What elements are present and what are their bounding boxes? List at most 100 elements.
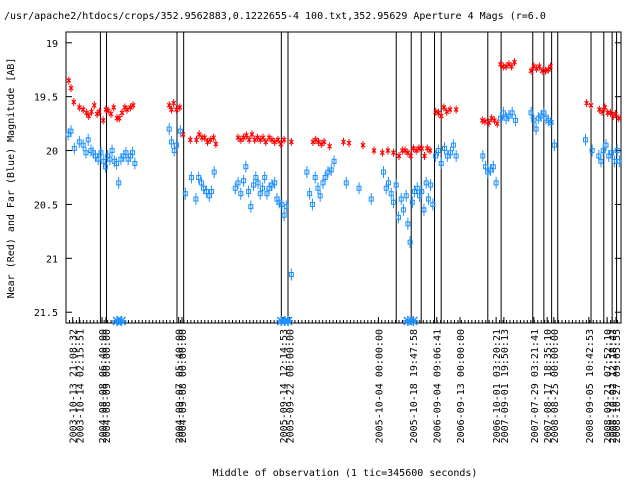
x-tick-label: 2004-08-08 06:40:00: [98, 329, 109, 443]
blue-point: [403, 193, 409, 199]
x-tick-label: 2007-07-29 03:21:41: [530, 329, 541, 443]
offscale-markers: [112, 316, 419, 326]
blue-point: [444, 153, 450, 159]
blue-point: [433, 153, 439, 159]
x-tick-label: 2005-09-22 00:00:00: [286, 329, 297, 443]
red-point: [321, 139, 327, 145]
red-point: [396, 153, 402, 159]
y-tick-label: 21.5: [34, 308, 58, 319]
blue-point: [438, 160, 444, 166]
blue-point: [398, 196, 404, 202]
blue-point: [283, 204, 289, 210]
blue-point: [168, 139, 174, 145]
red-point: [360, 142, 366, 148]
red-point: [174, 107, 179, 113]
blue-point: [409, 199, 415, 205]
blue-point: [208, 189, 214, 195]
x-tick-label: 2007-09-01 19:50:13: [500, 329, 511, 443]
red-point: [385, 148, 391, 153]
blue-point: [430, 201, 436, 207]
y-tick-label: 19: [46, 39, 58, 50]
blue-point: [428, 182, 434, 188]
red-point: [371, 148, 377, 153]
blue-point: [407, 239, 413, 245]
blue-point: [343, 180, 349, 186]
blue-point: [262, 175, 268, 180]
blue-point: [232, 185, 238, 191]
blue-point: [442, 145, 448, 151]
plot-frame: [65, 31, 622, 324]
blue-point: [500, 110, 506, 116]
red-point: [447, 107, 453, 113]
red-point: [111, 105, 117, 110]
blue-point: [241, 178, 247, 184]
red-point: [486, 120, 492, 125]
y-tick-label: 21: [46, 254, 58, 265]
red-point: [479, 117, 485, 123]
y-tick-label: 20: [46, 147, 58, 158]
red-point: [89, 109, 94, 115]
blue-point: [259, 185, 265, 191]
x-tick-label: 2005-09-14 12:14:53: [279, 329, 290, 443]
x-tick-label: 2006-09-04 09:06:41: [433, 329, 444, 443]
blue-point: [95, 156, 101, 162]
plot-border: [65, 31, 622, 324]
blue-point: [80, 142, 86, 148]
blue-point: [598, 158, 604, 164]
red-point: [327, 143, 333, 149]
red-point: [444, 109, 450, 115]
offscale-marker: [402, 316, 413, 326]
series-far-blue: [65, 106, 622, 281]
offscale-marker: [408, 316, 419, 326]
red-point: [548, 64, 553, 69]
red-point: [84, 110, 89, 116]
red-point: [278, 141, 284, 147]
blue-point: [480, 153, 486, 159]
blue-point: [385, 180, 391, 186]
red-point: [584, 100, 590, 106]
red-point: [512, 59, 517, 65]
red-point: [171, 100, 177, 106]
red-point: [194, 137, 199, 143]
red-point: [536, 64, 542, 69]
blue-point: [395, 214, 401, 220]
blue-point: [490, 164, 496, 170]
red-point: [346, 140, 352, 146]
blue-point: [132, 160, 138, 166]
chart-title: /usr/apache2/htdocs/crops/352.9562883,0.…: [4, 11, 546, 22]
red-point: [213, 141, 219, 147]
red-point: [187, 137, 193, 143]
blue-point: [331, 158, 337, 164]
blue-point: [493, 180, 499, 186]
blue-point: [380, 169, 386, 175]
blue-point: [68, 128, 74, 134]
red-point: [246, 137, 252, 143]
blue-point: [304, 169, 310, 175]
x-axis-label: Middle of observation (1 tic=345600 seco…: [213, 468, 478, 479]
blue-point: [203, 189, 209, 195]
blue-point: [538, 113, 544, 119]
y-axis: 19 19.5 20 20.5 21 21.5: [34, 39, 621, 319]
blue-point: [317, 193, 323, 199]
blue-point: [614, 148, 620, 154]
blue-point: [513, 117, 519, 123]
blue-point: [611, 158, 617, 164]
blue-point: [76, 139, 82, 145]
red-point: [433, 109, 439, 115]
red-point: [119, 110, 125, 116]
blue-point: [177, 128, 183, 134]
blue-point: [309, 201, 315, 207]
blue-point: [118, 156, 124, 162]
blue-point: [272, 180, 278, 186]
blue-point: [288, 272, 294, 277]
blue-point: [116, 180, 122, 186]
offscale-marker: [283, 316, 293, 326]
x-tick-label: 2008-09-21 07:52:10: [603, 329, 614, 443]
blue-point: [506, 113, 512, 119]
blue-point: [600, 148, 606, 154]
blue-point: [528, 110, 534, 116]
blue-point: [509, 110, 515, 116]
blue-point: [488, 167, 494, 173]
blue-point: [322, 175, 328, 180]
blue-point: [609, 150, 615, 156]
